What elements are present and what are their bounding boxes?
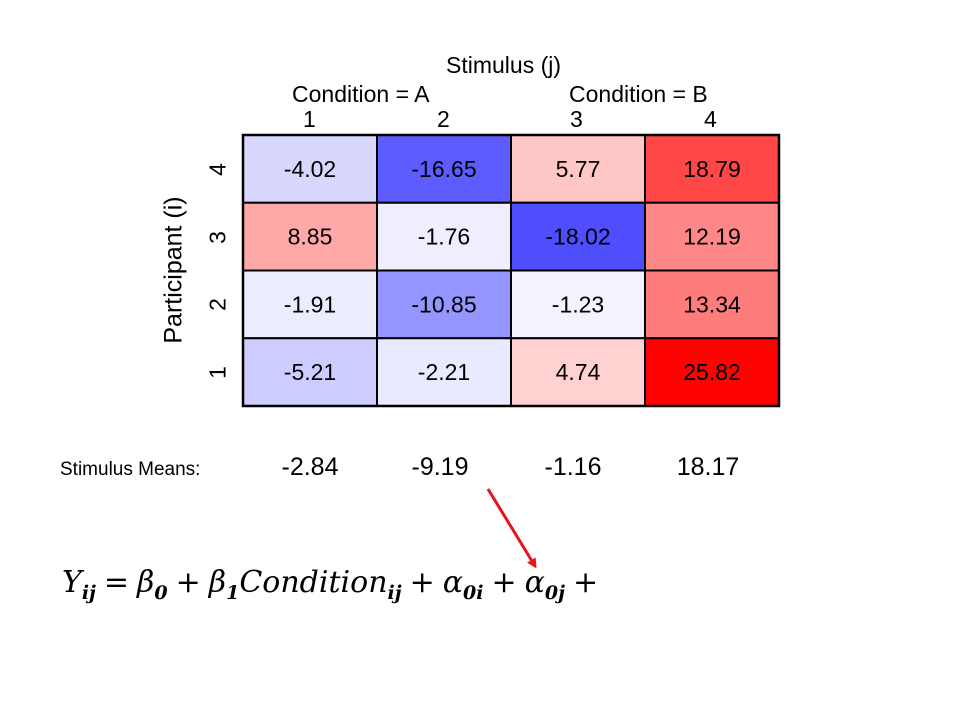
eq-alpha0i-sub: 0i <box>463 582 484 604</box>
column-label-3: 3 <box>570 106 583 132</box>
heatmap-value-p1-s2: -2.21 <box>418 359 470 385</box>
heatmap-value-p4-s3: 5.77 <box>556 156 601 182</box>
heatmap-cell-p3-s2 <box>376 201 512 272</box>
eq-beta0: β <box>137 565 155 600</box>
heatmap-value-p4-s2: -16.65 <box>411 156 476 182</box>
heatmap-cell-p2-s2 <box>376 269 512 340</box>
stimulus-means-label: Stimulus Means: <box>60 459 201 480</box>
column-label-2: 2 <box>437 106 450 132</box>
heatmap-cell-p2-s4 <box>644 269 780 340</box>
eq-y-sub: ij <box>81 582 96 604</box>
heatmap-cell-p1-s2 <box>376 337 512 407</box>
column-label-4: 4 <box>704 106 717 132</box>
heatmap-value-p4-s4: 18.79 <box>683 156 741 182</box>
stimulus-mean-4: 18.17 <box>676 453 740 481</box>
eq-condition: Condition <box>239 565 388 600</box>
heatmap-value-p4-s1: -4.02 <box>284 156 336 182</box>
eq-equals: = <box>103 565 130 600</box>
eq-beta1: β <box>208 565 227 600</box>
heatmap-border <box>241 133 781 408</box>
heatmap-value-p3-s4: 12.19 <box>683 224 741 250</box>
column-group-a-label: Condition = A <box>292 81 430 107</box>
heatmap-cell-p4-s1 <box>242 134 378 204</box>
eq-plus-3: + <box>491 565 517 600</box>
column-group-b-label: Condition = B <box>569 81 708 107</box>
heatmap-value-p1-s1: -5.21 <box>284 359 336 385</box>
eq-beta1-sub: 1 <box>226 582 240 604</box>
heatmap-cell-p1-s4 <box>644 337 780 407</box>
heatmap-value-p3-s3: -18.02 <box>545 224 610 250</box>
heatmap-value-p2-s2: -10.85 <box>411 291 476 317</box>
stimulus-mean-2: -9.19 <box>411 453 469 481</box>
eq-condition-sub: ij <box>387 582 402 604</box>
heatmap-cell-p1-s3 <box>510 337 646 407</box>
eq-beta0-sub: 0 <box>154 582 168 604</box>
eq-y: Y <box>62 565 82 600</box>
stimulus-mean-1: -2.84 <box>281 453 339 481</box>
chart-title: Stimulus (j) <box>446 52 562 78</box>
heatmap-value-p2-s3: -1.23 <box>552 291 604 317</box>
eq-plus-1: + <box>175 565 201 600</box>
heatmap-cell-p2-s3 <box>510 269 646 340</box>
stimulus-mean-3: -1.16 <box>544 453 602 481</box>
heatmap-value-p3-s2: -1.76 <box>418 224 470 250</box>
heatmap-value-p3-s1: 8.85 <box>288 224 333 250</box>
eq-plus-2: + <box>409 565 435 600</box>
eq-alpha0i: α <box>442 565 464 600</box>
model-equation: Yij = β0 + β1Conditionij + α0i + α0j + <box>62 565 606 604</box>
heatmap-value-p1-s4: 25.82 <box>683 359 741 385</box>
heatmap-cell-p3-s4 <box>644 201 780 272</box>
heatmap-value-p2-s1: -1.91 <box>284 291 336 317</box>
heatmap-value-p2-s4: 13.34 <box>683 291 741 317</box>
eq-plus-4: + <box>572 565 599 600</box>
heatmap-value-p1-s3: 4.74 <box>556 359 601 385</box>
eq-alpha0j-sub: 0j <box>544 582 565 604</box>
column-label-1: 1 <box>303 106 316 132</box>
eq-alpha0j: α <box>524 565 545 600</box>
